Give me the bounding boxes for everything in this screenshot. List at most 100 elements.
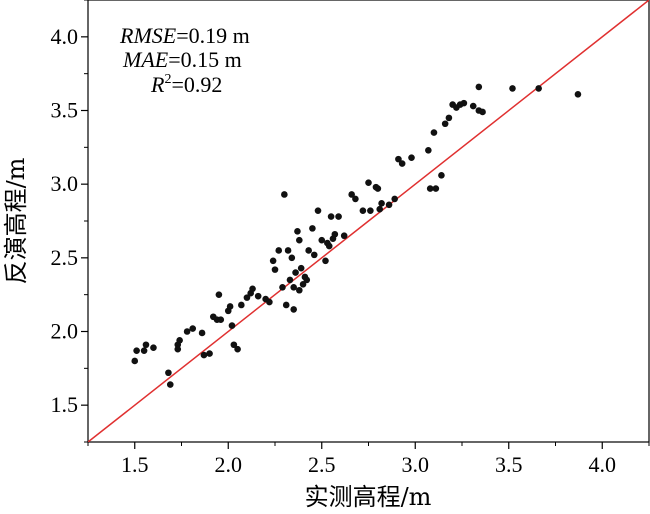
data-point — [352, 195, 359, 203]
data-point — [398, 160, 406, 167]
data-point — [460, 99, 468, 107]
data-point — [535, 85, 542, 92]
r2-annotation: R2=0.92 — [150, 72, 222, 97]
data-point — [303, 276, 311, 284]
data-point — [215, 291, 223, 298]
y-tick-label: 1.5 — [51, 392, 79, 417]
reference-line-1to1 — [88, 0, 649, 442]
data-point — [430, 129, 438, 136]
mae-value: =0.15 m — [168, 47, 242, 72]
data-point — [509, 85, 516, 92]
data-point — [376, 205, 384, 213]
data-point — [318, 236, 326, 244]
y-tick-label: 4.0 — [51, 24, 79, 49]
data-point — [297, 264, 305, 272]
data-point — [131, 357, 139, 365]
data-point — [327, 213, 335, 220]
data-point — [310, 251, 318, 259]
data-point — [574, 90, 582, 98]
data-point — [150, 344, 157, 352]
r2-label: R — [150, 72, 165, 97]
data-point — [284, 247, 292, 254]
data-point — [271, 266, 279, 273]
data-point — [217, 316, 225, 324]
data-point — [165, 369, 172, 377]
data-point — [254, 292, 262, 300]
data-point — [374, 185, 382, 192]
data-point — [475, 83, 483, 91]
data-point — [365, 179, 372, 186]
y-axis-ticks: 1.5 2.0 2.5 3.0 3.5 4.0 — [51, 0, 88, 443]
data-point — [183, 328, 191, 335]
data-point — [340, 232, 348, 240]
data-point — [348, 191, 355, 198]
y-tick-label: 3.0 — [51, 171, 79, 196]
data-point — [367, 207, 374, 214]
data-point — [243, 294, 251, 301]
data-point — [286, 276, 294, 284]
data-point — [441, 120, 449, 128]
data-point — [269, 257, 277, 265]
data-point — [378, 200, 385, 207]
data-point — [290, 306, 298, 313]
y-tick-label: 3.5 — [51, 98, 79, 123]
data-point — [189, 325, 197, 332]
data-point — [445, 114, 453, 122]
data-points — [131, 83, 582, 388]
data-point — [290, 284, 298, 291]
data-point — [335, 213, 342, 220]
data-point — [359, 207, 367, 214]
data-point — [279, 284, 286, 291]
data-point — [282, 301, 290, 309]
data-point — [266, 298, 273, 306]
y-axis-title: 反演高程/m — [2, 157, 30, 284]
x-tick-label: 3.5 — [495, 452, 523, 477]
data-point — [228, 322, 236, 329]
data-point — [230, 341, 238, 349]
mae-label: MAE — [122, 47, 169, 72]
data-point — [296, 236, 303, 244]
data-point — [432, 185, 440, 192]
data-point — [438, 172, 445, 179]
r2-value: =0.92 — [171, 72, 222, 97]
x-axis-title: 实测高程/m — [305, 483, 432, 511]
data-point — [174, 345, 182, 353]
data-point — [385, 201, 393, 209]
data-point — [395, 155, 402, 163]
data-point — [288, 254, 296, 262]
y-tick-label: 2.5 — [51, 245, 79, 270]
data-point — [281, 191, 288, 198]
x-tick-label: 2.5 — [308, 452, 336, 477]
data-point — [198, 329, 206, 337]
rmse-annotation: RMSE=0.19 m — [119, 23, 250, 48]
data-point — [469, 102, 477, 110]
data-point — [200, 351, 208, 359]
rmse-label: RMSE — [119, 23, 177, 48]
r2-superscript: 2 — [164, 72, 171, 87]
data-point — [140, 347, 148, 354]
data-point — [142, 341, 150, 349]
data-point — [408, 154, 415, 161]
data-point — [325, 242, 333, 250]
data-point — [426, 185, 434, 192]
x-tick-label: 2.0 — [215, 452, 243, 477]
data-point — [305, 247, 312, 254]
data-point — [176, 337, 183, 344]
data-point — [238, 301, 245, 309]
data-point — [206, 350, 213, 357]
data-point — [425, 146, 432, 154]
data-point — [322, 257, 329, 265]
data-point — [234, 345, 241, 353]
data-point — [331, 230, 339, 238]
data-point — [226, 303, 234, 310]
data-point — [479, 108, 486, 116]
y-tick-label: 2.0 — [51, 319, 79, 344]
data-point — [166, 381, 174, 388]
x-axis-ticks: 1.5 2.0 2.5 3.0 3.5 4.0 — [87, 442, 650, 477]
data-point — [133, 347, 140, 354]
x-tick-label: 3.0 — [402, 452, 430, 477]
x-tick-label: 4.0 — [589, 452, 617, 477]
data-point — [309, 225, 316, 232]
data-point — [314, 207, 322, 214]
data-point — [249, 285, 256, 293]
